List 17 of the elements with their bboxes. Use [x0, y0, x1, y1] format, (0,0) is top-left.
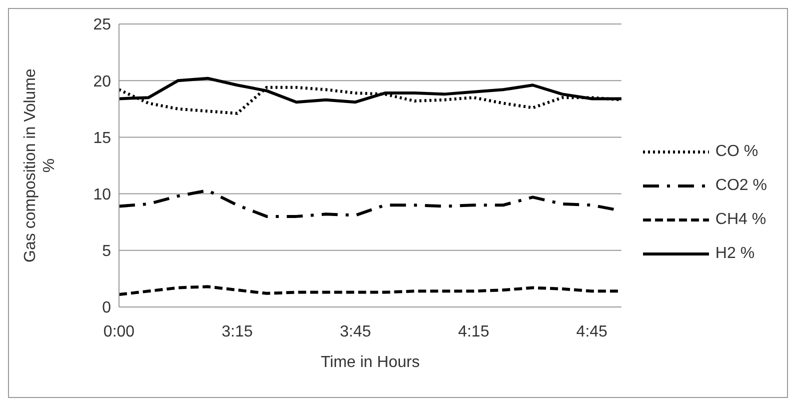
- y-tick-label: 20: [93, 73, 112, 90]
- x-tick-label: 0:00: [103, 323, 135, 340]
- y-tick-label: 15: [93, 130, 112, 147]
- x-tick-label: 3:15: [222, 323, 253, 340]
- y-axis-title: Gas composition in Volume %: [22, 68, 58, 262]
- y-tick-label: 25: [93, 16, 112, 34]
- x-tick-label: 3:45: [340, 323, 372, 340]
- x-tick-label: 4:45: [576, 323, 608, 340]
- x-tick-label: 4:15: [458, 323, 490, 340]
- legend-label: CO2 %: [715, 177, 767, 195]
- legend-label: CO %: [715, 143, 758, 161]
- y-tick-label: 10: [93, 186, 112, 204]
- legend-label: H2 %: [715, 245, 755, 263]
- y-tick-label: 5: [102, 243, 112, 260]
- legend-label: CH4 %: [715, 211, 766, 229]
- x-axis-title: Time in Hours: [320, 354, 420, 371]
- y-tick-label: 0: [102, 300, 112, 317]
